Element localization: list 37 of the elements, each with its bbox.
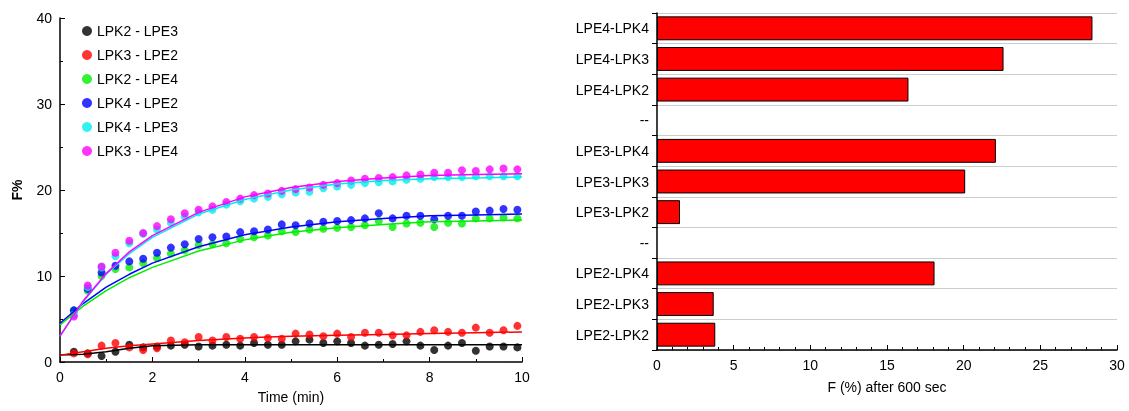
y-tick-label: 40 (36, 10, 53, 26)
y-tick-label: LPE4-LPK3 (575, 50, 650, 67)
y-tick-label: LPE4-LPK2 (575, 81, 650, 98)
y-tick-label: LPE3-LPK3 (575, 173, 650, 190)
y-axis-title: F% (9, 178, 25, 201)
y-tick-label: -- (639, 234, 650, 251)
legend-label: LPK4 - LPE3 (97, 119, 179, 135)
x-tick-label: 2 (148, 369, 157, 385)
x-tick-label: 30 (1109, 357, 1125, 373)
x-axis-title: F (%) after 600 sec (827, 379, 947, 395)
y-tick-label: 30 (36, 96, 53, 112)
y-tick-label: LPE2-LPK2 (575, 326, 650, 343)
x-tick-label: 20 (955, 357, 972, 373)
legend-label: LPK2 - LPE3 (97, 23, 179, 39)
x-tick-label: 0 (653, 357, 662, 373)
x-tick-label: 25 (1032, 357, 1049, 373)
x-tick-label: 5 (729, 357, 738, 373)
x-tick-label: 8 (425, 369, 434, 385)
y-tick-label: LPE2-LPK4 (575, 265, 650, 282)
legend-label: LPK2 - LPE4 (97, 71, 179, 87)
x-tick-label: 15 (879, 357, 895, 373)
x-tick-label: 0 (56, 369, 65, 385)
legend-label: LPK4 - LPE2 (97, 95, 179, 111)
y-tick-label: LPE2-LPK3 (575, 296, 650, 313)
y-tick-label: 20 (36, 182, 53, 198)
legend-label: LPK3 - LPE4 (97, 143, 179, 159)
x-tick-label: 10 (802, 357, 819, 373)
y-tick-label: LPE3-LPK4 (575, 142, 650, 159)
y-tick-label: -- (639, 112, 650, 129)
x-tick-label: 4 (240, 369, 249, 385)
y-tick-label: LPE3-LPK2 (575, 204, 650, 221)
x-tick-label: 10 (514, 369, 530, 385)
y-tick-label: 10 (36, 268, 53, 284)
x-tick-label: 6 (333, 369, 342, 385)
legend-label: LPK3 - LPE2 (97, 47, 179, 63)
x-axis-title: Time (min) (257, 389, 325, 405)
y-tick-label: LPE4-LPK4 (575, 20, 650, 37)
